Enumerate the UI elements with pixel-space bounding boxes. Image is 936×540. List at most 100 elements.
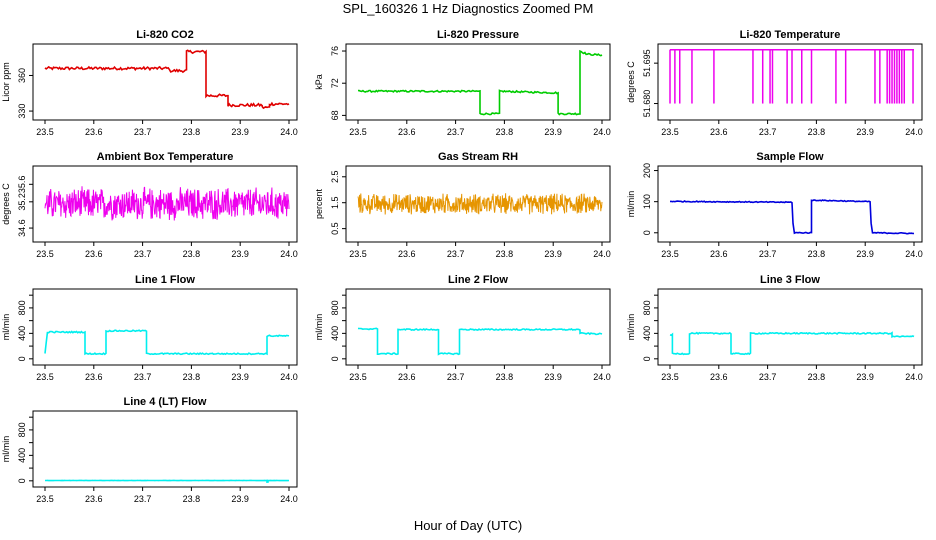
x-tick-label: 23.7 — [447, 372, 465, 382]
x-tick-label: 23.7 — [759, 372, 777, 382]
x-tick-label: 23.5 — [36, 494, 54, 504]
y-tick-label: 34.6 — [17, 219, 27, 237]
x-tick-label: 23.8 — [183, 249, 201, 259]
panel-10: Line 4 (LT) Flow ml/min 23.5 23.6 23.7 23.8 23… — [1, 396, 298, 504]
y-tick-label: 72 — [330, 78, 340, 88]
series-line — [44, 186, 290, 221]
series-line — [357, 193, 603, 215]
x-tick-label: 24.0 — [905, 127, 923, 137]
x-tick-label: 23.9 — [544, 249, 562, 259]
x-tick-label: 23.9 — [856, 249, 874, 259]
y-tick-label: 1.5 — [330, 196, 340, 209]
series-line — [45, 479, 290, 483]
x-tick-label: 24.0 — [593, 249, 611, 259]
x-tick-label: 24.0 — [593, 372, 611, 382]
y-tick-label: 0 — [17, 478, 27, 483]
x-tick-label: 23.9 — [544, 372, 562, 382]
panel-8: Line 2 Flow ml/min 23.5 23.6 23.7 23.8 23.9 24.… — [314, 274, 611, 382]
plot-frame — [32, 43, 298, 121]
panel-title: Line 1 Flow — [135, 274, 195, 286]
panel-1: Li-820 CO2 Licor ppm 23.5 23.6 23.7 23.8 23.9 2… — [1, 29, 298, 137]
x-tick-label: 23.5 — [36, 372, 54, 382]
panel-title: Ambient Box Temperature — [97, 151, 234, 163]
y-axis-label: ml/min — [314, 314, 324, 341]
x-tick-label: 23.8 — [183, 127, 201, 137]
data-layer — [357, 327, 603, 356]
y-tick-label: 0 — [642, 356, 652, 361]
y-tick-label: 0 — [330, 356, 340, 361]
x-tick-label: 24.0 — [280, 127, 298, 137]
y-tick-label: 360 — [17, 68, 27, 83]
x-tick-label: 23.8 — [808, 127, 826, 137]
panel-title: Line 2 Flow — [448, 274, 508, 286]
x-tick-label: 23.5 — [661, 372, 679, 382]
x-tick-label: 23.9 — [856, 372, 874, 382]
y-tick-label: 35.6 — [17, 176, 27, 194]
x-tick-label: 23.6 — [710, 249, 728, 259]
x-tick-label: 23.6 — [85, 494, 103, 504]
y-tick-label: 35.2 — [17, 193, 27, 211]
x-tick-label: 23.5 — [661, 127, 679, 137]
x-tick-label: 23.7 — [447, 127, 465, 137]
series-line — [44, 329, 290, 356]
plot-frame — [345, 165, 611, 243]
panel-5: Gas Stream RH percent 23.5 23.6 23.7 23.8 23.9… — [314, 151, 611, 259]
x-tick-label: 23.8 — [808, 372, 826, 382]
plot-frame — [657, 43, 923, 121]
y-tick-label: 330 — [17, 104, 27, 119]
x-tick-label: 23.6 — [398, 249, 416, 259]
data-layer — [669, 331, 915, 356]
panel-title: Line 3 Flow — [760, 274, 820, 286]
panel-title: Li-820 Temperature — [740, 29, 841, 41]
x-tick-label: 23.5 — [349, 127, 367, 137]
x-tick-label: 23.6 — [398, 372, 416, 382]
y-tick-label: 200 — [642, 163, 652, 178]
data-layer — [357, 193, 603, 215]
y-axis-label: ml/min — [626, 191, 636, 218]
x-tick-label: 23.8 — [183, 494, 201, 504]
x-tick-label: 23.6 — [85, 249, 103, 259]
y-tick-label: 100 — [642, 194, 652, 209]
x-tick-label: 23.8 — [183, 372, 201, 382]
y-tick-label: 76 — [330, 46, 340, 56]
data-layer — [669, 48, 914, 104]
y-axis-label: degrees C — [626, 61, 636, 103]
panel-7: Line 1 Flow ml/min 23.5 23.6 23.7 23.8 23.9 24.… — [1, 274, 298, 382]
x-tick-label: 24.0 — [280, 494, 298, 504]
y-axis-label: kPa — [314, 74, 324, 90]
y-tick-label: 400 — [17, 326, 27, 341]
x-tick-label: 23.6 — [85, 372, 103, 382]
y-tick-label: 0 — [17, 356, 27, 361]
y-tick-label: 800 — [642, 300, 652, 315]
x-tick-label: 23.8 — [496, 249, 514, 259]
x-tick-label: 23.5 — [36, 249, 54, 259]
plot-frame — [32, 410, 298, 488]
x-tick-label: 23.7 — [134, 249, 152, 259]
x-axis-title: Hour of Day (UTC) — [413, 518, 523, 533]
x-tick-label: 23.5 — [349, 249, 367, 259]
panel-4: Ambient Box Temperature degrees C 23.5 23.6… — [1, 151, 298, 259]
x-tick-label: 23.6 — [85, 127, 103, 137]
x-tick-label: 23.7 — [759, 127, 777, 137]
panel-9: Line 3 Flow ml/min 23.5 23.6 23.7 23.8 23.9 24.… — [626, 274, 923, 382]
panel-title: Li-820 CO2 — [136, 29, 193, 41]
y-tick-label: 2.5 — [330, 171, 340, 184]
x-tick-label: 23.9 — [544, 127, 562, 137]
x-tick-label: 23.9 — [231, 249, 249, 259]
series-line — [670, 199, 915, 235]
y-axis-label: percent — [314, 188, 324, 219]
x-tick-label: 23.7 — [134, 127, 152, 137]
y-tick-label: 0 — [642, 230, 652, 235]
panel-title: Line 4 (LT) Flow — [124, 396, 207, 408]
data-layer — [670, 199, 915, 235]
plot-frame — [32, 288, 298, 366]
y-tick-label: 800 — [17, 422, 27, 437]
panel-title: Gas Stream RH — [438, 151, 518, 163]
x-tick-label: 23.7 — [134, 494, 152, 504]
data-layer — [358, 49, 603, 116]
y-tick-label: 68 — [330, 110, 340, 120]
x-tick-label: 23.6 — [710, 127, 728, 137]
x-tick-label: 23.6 — [398, 127, 416, 137]
x-tick-label: 23.9 — [856, 127, 874, 137]
